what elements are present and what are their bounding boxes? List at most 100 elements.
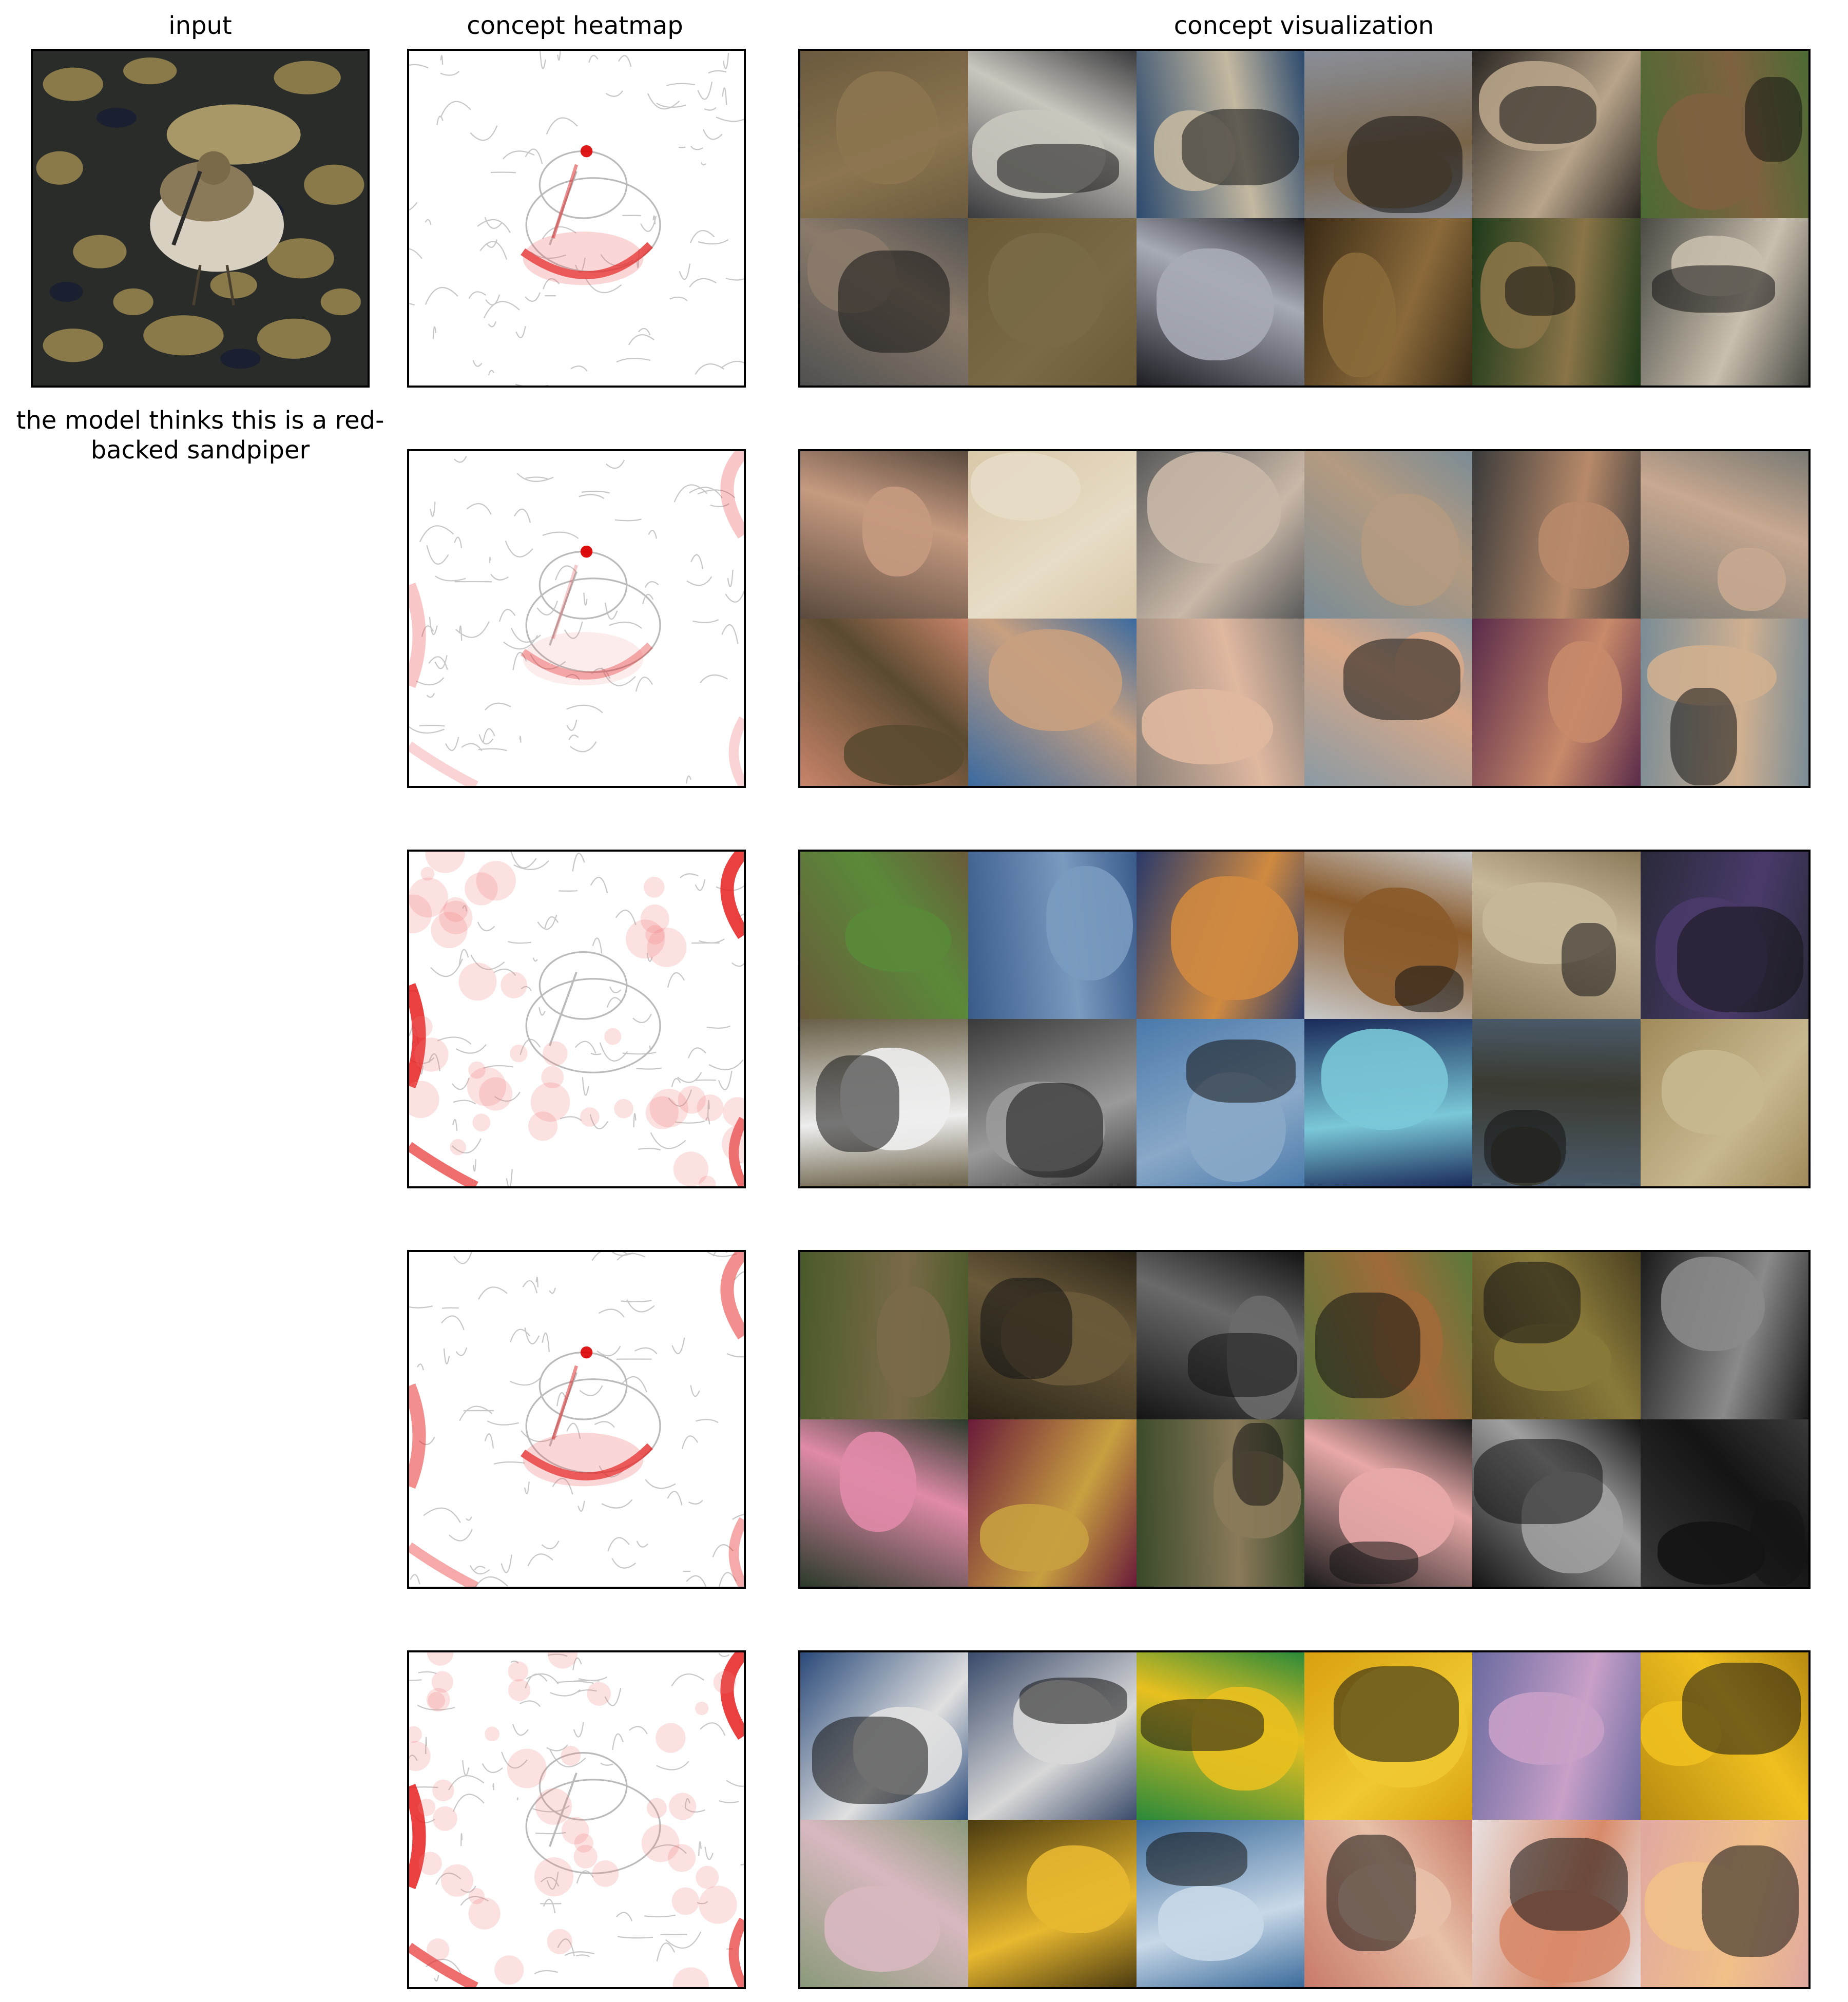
gull-tile: [800, 218, 969, 386]
concept-region: [989, 629, 1122, 731]
corn-close-tile: [1640, 1652, 1808, 1820]
piano-dark-tile: [1136, 1252, 1304, 1419]
frog-hand-tile: [800, 619, 969, 786]
dimmed-area: [838, 251, 950, 353]
crowd-tile: [800, 451, 969, 619]
snow-tile: [1304, 852, 1473, 1019]
water-turtle-tile: [968, 852, 1137, 1019]
sleeping-bag-tile: [1136, 852, 1304, 1019]
clouds-tile: [968, 1652, 1137, 1820]
concept-region: [1657, 1522, 1766, 1585]
knit-dots-tile: [1472, 1820, 1641, 1987]
sandpiper-water-tile: [1136, 51, 1304, 218]
dimmed-area: [812, 1717, 928, 1804]
grouse-tile: [800, 51, 969, 218]
puzzle-sky-tile: [1136, 1019, 1304, 1186]
knit-pink-tile: [1304, 1820, 1473, 1987]
concept-region: [836, 71, 939, 185]
concept-region: [988, 233, 1105, 347]
dimmed-area: [1484, 1109, 1566, 1183]
dimmed-area: [1334, 1666, 1459, 1762]
quail-leaves-tile: [1472, 218, 1641, 386]
concept-visualization-2: [798, 449, 1811, 788]
concept-region: [824, 1885, 940, 1972]
dimmed-area: [1187, 1333, 1298, 1397]
quail-tile: [1304, 218, 1473, 386]
sanderling-tile: [1136, 218, 1304, 386]
heatmap-image: [409, 51, 744, 386]
man-beach-tile: [968, 619, 1137, 786]
concept-region: [1361, 494, 1459, 606]
dimmed-area: [1561, 923, 1616, 996]
foxes-tile: [1304, 1252, 1473, 1419]
dimmed-area: [1394, 966, 1464, 1013]
dimmed-area: [1499, 86, 1597, 144]
dimmed-area: [1315, 1292, 1420, 1399]
concept-visualization-4: [798, 1250, 1811, 1589]
piano-upright-tile: [1640, 1419, 1808, 1587]
concept-region: [876, 1286, 951, 1397]
concept-heatmap-4: [407, 1250, 746, 1589]
dimmed-area: [1670, 688, 1738, 785]
spoonbill-tile: [800, 1419, 969, 1587]
dimmed-area: [815, 1055, 899, 1152]
deer-tile: [800, 1252, 969, 1419]
concept-heatmap-1: [407, 49, 746, 388]
beach-tile: [1640, 451, 1808, 619]
knit-blue-tile: [800, 1652, 969, 1820]
concept-region: [1157, 248, 1275, 361]
input-column-title: input: [168, 11, 232, 40]
swimmers-tile: [1304, 451, 1473, 619]
concept-region: [844, 725, 964, 785]
concept-region: [839, 1432, 917, 1532]
dimmed-area: [1652, 265, 1775, 313]
rock-tile: [1472, 1252, 1641, 1419]
heatmap-image: [409, 852, 744, 1186]
corn-pile-tile: [968, 1820, 1137, 1987]
dimmed-area: [1019, 1678, 1128, 1724]
brick-knit-tile: [1136, 1652, 1304, 1820]
snipe-tile: [968, 218, 1137, 386]
eider-tile: [800, 1019, 969, 1186]
dimmed-area: [1505, 266, 1575, 316]
dimmed-area: [1146, 1832, 1247, 1886]
dimmed-area: [1326, 1835, 1416, 1951]
visualization-column-title: concept visualization: [1173, 11, 1434, 40]
deer-night-tile: [1472, 1419, 1641, 1587]
concept-region: [1046, 866, 1133, 981]
crane-tile: [1136, 1419, 1304, 1587]
knit-orange-tile: [1640, 1820, 1808, 1987]
grouse-grass-tile: [1640, 51, 1808, 218]
concept-region: [1538, 501, 1629, 589]
concept-region: [980, 1504, 1089, 1572]
corn-tile: [1304, 1652, 1473, 1820]
concept-region: [862, 486, 933, 576]
concept-region: [1321, 1029, 1448, 1130]
paper-tile: [968, 451, 1137, 619]
concept-heatmap-2: [407, 449, 746, 788]
dimmed-area: [1346, 116, 1462, 214]
weave-tile: [1472, 1652, 1641, 1820]
anemone-tile: [1304, 1019, 1473, 1186]
knit-blanket-tile: [1136, 1820, 1304, 1987]
heatmap-image: [409, 1652, 744, 1987]
dimmed-area: [1474, 1439, 1603, 1524]
concept-heatmap-5: [407, 1650, 746, 1989]
concept-region: [1661, 1257, 1765, 1352]
pianist-tile: [968, 1252, 1137, 1419]
fingers-tile: [1304, 1419, 1473, 1587]
concept-region: [1142, 689, 1273, 764]
dimmed-area: [1330, 1541, 1418, 1585]
dimmed-area: [980, 1277, 1072, 1379]
muddy-water-tile: [1640, 1019, 1808, 1186]
concept-region: [970, 452, 1081, 521]
concept-visualization-5: [798, 1650, 1811, 1989]
concept-region: [1662, 1050, 1765, 1134]
input-image: [31, 49, 370, 388]
dimmed-area: [997, 143, 1120, 193]
group-tile: [1472, 451, 1641, 619]
dimmed-area: [1182, 108, 1299, 185]
dunlin-tile: [1640, 218, 1808, 386]
concept-region: [845, 904, 951, 972]
baby-tile: [1136, 619, 1304, 786]
